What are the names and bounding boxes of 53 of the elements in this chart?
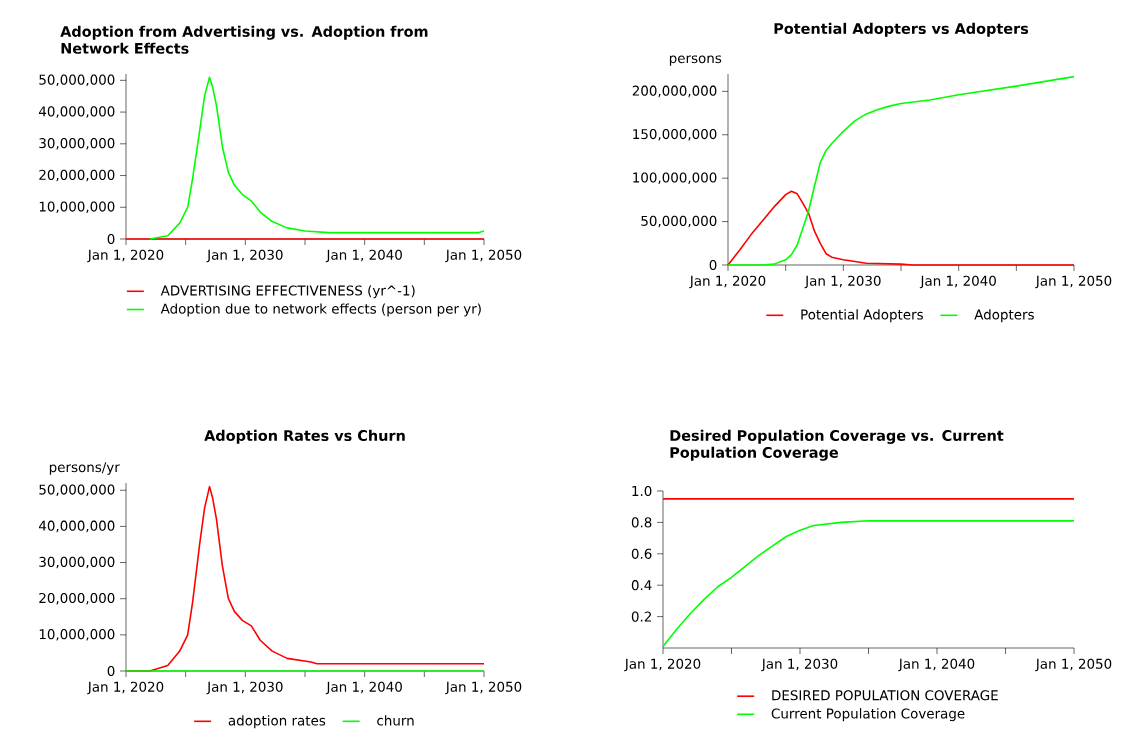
x-tick-label: Jan 1, 2040 [919,275,996,289]
x-tick-label: Jan 1, 2050 [445,249,522,263]
y-tick-label: 50,000,000 [641,215,717,228]
x-tick-label: Jan 1, 2030 [206,249,283,263]
legend-label: adoption rates [228,715,326,729]
y-axis-title: persons [669,55,722,66]
x-tick-label: Jan 1, 2020 [624,658,701,672]
legend-label: Adoption due to network effects (person per yr) [160,303,481,317]
x-tick-label: Jan 1, 2020 [689,275,766,289]
y-tick-label: 20,000,000 [39,169,115,182]
legend-label: Adopters [974,309,1034,323]
y-tick-label: 40,000,000 [38,520,115,533]
x-tick-label: Jan 1, 2020 [87,249,164,263]
x-tick-label: Jan 1, 2050 [1035,275,1112,289]
y-tick-label: 100,000,000 [633,172,717,184]
y-tick-label: 1.0 [632,485,652,497]
y-tick-label: 0 [709,259,717,271]
y-tick-label: 10,000,000 [39,201,115,214]
y-tick-label: 150,000,000 [633,128,717,141]
x-tick-label: Jan 1, 2030 [804,275,881,289]
legend-label: Potential Adopters [801,309,923,323]
y-tick-label: 0.8 [631,517,652,528]
y-tick-label: 0 [107,665,115,677]
legend-label: churn [377,715,414,726]
y-tick-label: 0 [107,233,115,245]
chart-title: Adoption Rates vs Churn [204,429,405,444]
y-tick-label: 30,000,000 [39,138,115,150]
y-tick-label: 10,000,000 [39,629,115,641]
y-tick-label: 30,000,000 [39,556,115,569]
y-tick-label: 0.6 [631,548,652,559]
x-tick-label: Jan 1, 2030 [206,681,283,695]
y-tick-label: 0.2 [631,611,651,622]
x-tick-label: Jan 1, 2030 [761,658,838,672]
chart-title: Potential Adopters vs Adopters [774,22,1029,37]
y-axis-title: persons/yr [49,462,120,475]
legend-label: Current Population Coverage [771,708,965,722]
x-tick-label: Jan 1, 2040 [325,681,402,695]
x-tick-label: Jan 1, 2050 [445,681,522,695]
x-tick-label: Jan 1, 2020 [87,681,164,695]
legend-label: DESIRED POPULATION COVERAGE [772,690,998,701]
y-tick-label: 200,000,000 [632,85,717,98]
chart-title: Desired Population Coverage vs. Current Population Coverage [670,429,1004,461]
y-tick-label: 50,000,000 [39,484,115,497]
line-series [149,76,485,240]
x-tick-label: Jan 1, 2040 [325,249,402,263]
y-tick-label: 50,000,000 [39,74,115,87]
y-tick-label: 20,000,000 [39,592,115,605]
x-tick-label: Jan 1, 2050 [1035,658,1112,672]
x-tick-label: Jan 1, 2040 [898,658,975,672]
y-tick-label: 0.4 [631,580,652,591]
legend-label: ADVERTISING EFFECTIVENESS (yr^-1) [160,285,415,299]
chart-title: Adoption from Advertising vs. Adoption from Network Effects [60,25,428,54]
y-tick-label: 40,000,000 [38,106,115,118]
